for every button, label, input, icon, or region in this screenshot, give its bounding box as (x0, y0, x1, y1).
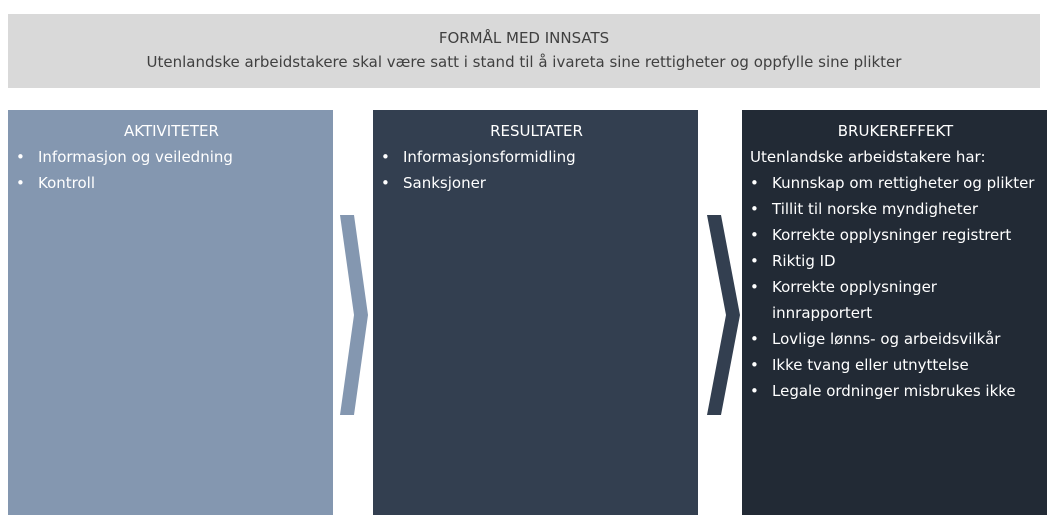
column-title: BRUKEREFFEKT (837, 122, 954, 140)
column: RESULTATER InformasjonsformidlingSanksjon… (373, 110, 698, 515)
chevron (707, 215, 740, 415)
bullet-item: Lovlige lønns- og arbeidsvilkår (750, 326, 1041, 352)
bullet-item: Ikke tvang eller utnyttelse (750, 352, 1041, 378)
chevron (340, 215, 368, 415)
bullet-item: Korrekte opplysninger innrapportert (750, 274, 1041, 326)
column: BRUKEREFFEKT Utenlandske arbeidstakere ha… (742, 110, 1047, 515)
bullet-item: Sanksjoner (381, 170, 692, 196)
purpose-title: FORMÅL MED INNSATS (438, 29, 610, 47)
purpose-text: Utenlandske arbeidstakere skal være satt… (146, 53, 902, 71)
bullet-list: Informasjon og veiledningKontroll (16, 144, 327, 196)
bullet-item: Informasjon og veiledning (16, 144, 327, 170)
bullet-item: Kunnskap om rettigheter og plikter (750, 170, 1041, 196)
bullet-item: Korrekte opplysninger registrert (750, 222, 1041, 248)
column-intro: Utenlandske arbeidstakere har: (750, 148, 986, 166)
bullet-list: InformasjonsformidlingSanksjoner (381, 144, 692, 196)
bullet-item: Legale ordninger misbrukes ikke (750, 378, 1041, 404)
column-title: RESULTATER (490, 122, 583, 140)
bullet-list: Kunnskap om rettigheter og plikterTillit… (750, 170, 1041, 404)
bullet-item: Tillit til norske myndigheter (750, 196, 1041, 222)
bullet-item: Informasjonsformidling (381, 144, 692, 170)
column-title: AKTIVITETER (124, 122, 219, 140)
purpose-box: FORMÅL MED INNSATS Utenlandske arbeidsta… (8, 14, 1040, 88)
column: AKTIVITETER Informasjon og veiledningKont… (8, 110, 333, 515)
bullet-item: Kontroll (16, 170, 327, 196)
bullet-item: Riktig ID (750, 248, 1041, 274)
